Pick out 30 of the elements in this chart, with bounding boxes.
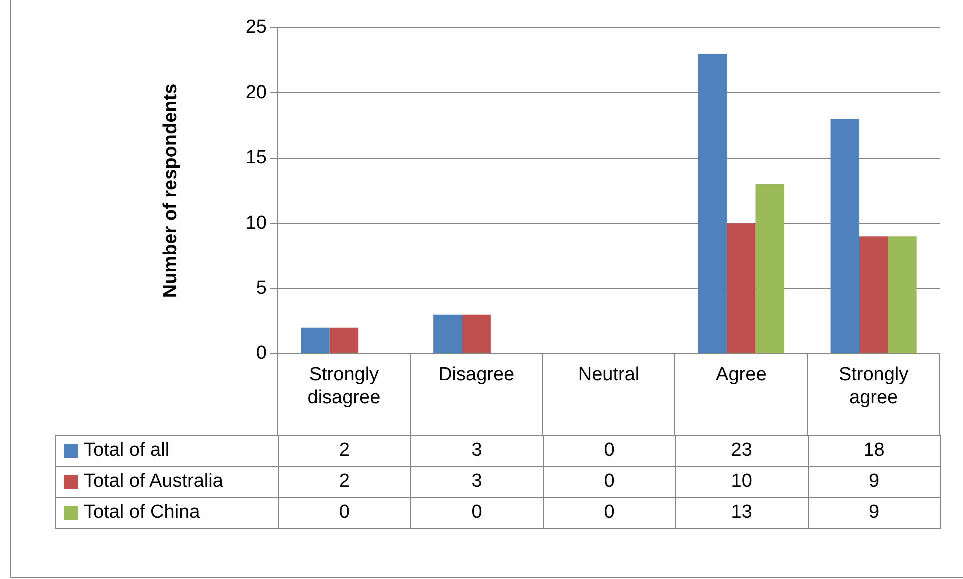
x-tick-label: Neutral [578, 364, 640, 386]
data-label: 18 [808, 436, 940, 466]
data-label: 0 [543, 498, 676, 528]
data-label: 2 [278, 436, 411, 466]
x-tick-label: Strongly disagree [308, 364, 381, 408]
data-label: 2 [278, 466, 411, 498]
y-tick-label: 20 [246, 82, 267, 104]
data-label: 0 [543, 466, 676, 498]
x-tick-label: Strongly agree [838, 364, 910, 408]
y-tick-label: 0 [256, 343, 267, 364]
y-axis-title: Number of respondents [160, 84, 182, 298]
legend-label: Total of China [84, 502, 200, 523]
data-label: 9 [808, 466, 940, 498]
data-label: 0 [278, 498, 411, 528]
legend-label: Total of Australia [84, 471, 224, 492]
y-tick-label: 5 [256, 278, 267, 300]
x-tick-label: Agree [716, 364, 767, 386]
data-label: 0 [543, 436, 676, 466]
legend-label: Total of all [84, 440, 170, 461]
y-tick-label: 25 [246, 17, 267, 38]
data-label: 23 [676, 436, 808, 466]
data-label: 13 [676, 498, 808, 528]
data-label: 3 [410, 436, 544, 466]
y-tick-label: 10 [246, 212, 267, 234]
data-label: 10 [676, 466, 808, 498]
y-tick-label: 15 [246, 148, 267, 169]
data-label: 0 [410, 498, 544, 528]
x-tick-label: Disagree [438, 364, 515, 386]
data-label: 9 [808, 498, 940, 528]
data-label: 3 [410, 466, 544, 498]
